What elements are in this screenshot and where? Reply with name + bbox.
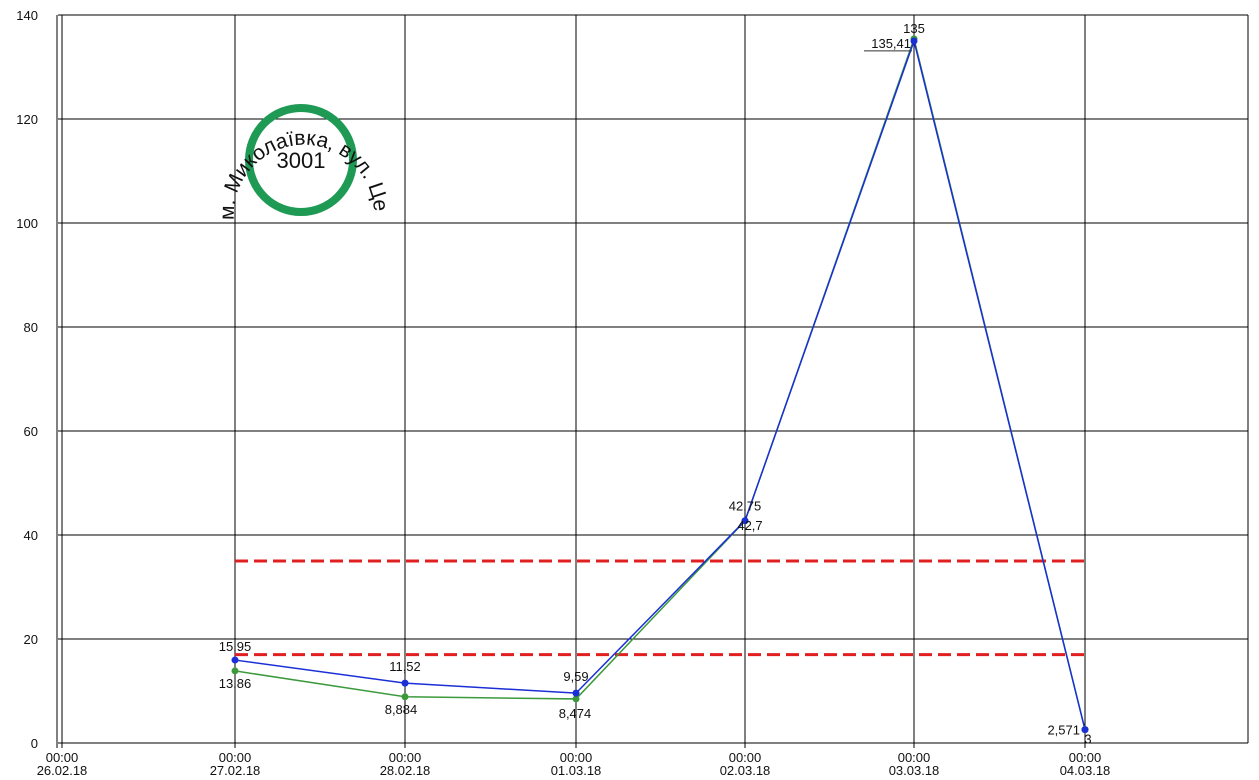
y-tick-label: 20 [24,632,38,647]
data-point [572,689,580,697]
data-label: 42,7 [737,518,762,533]
stamp-ring [245,104,357,216]
x-tick-date: 27.02.18 [210,763,261,778]
series-line [234,38,1086,730]
data-label: 11,52 [389,659,421,674]
data-label: 15,95 [219,639,252,654]
x-tick-time: 00:00 [729,750,762,765]
data-label: 8,474 [559,706,592,721]
data-label: 2,571 [1047,723,1080,738]
data-point [231,656,239,664]
y-tick-label: 80 [24,320,38,335]
y-tick-label: 100 [16,216,38,231]
stamp-badge: 3001 м. Миколаївка, вул. Центральна, КП [0,0,392,220]
data-point [741,517,749,525]
data-point [910,37,918,45]
stamp-address-text: м. Миколаївка, вул. Центральна, КП [0,0,392,220]
stamp-address-path: м. Миколаївка, вул. Центральна, КП [0,0,392,220]
x-tick-date: 02.03.18 [720,763,771,778]
x-tick-time: 00:00 [46,750,79,765]
data-label: 42,75 [729,499,762,514]
axis-ticks: 02040608010012014000:0026.02.1800:0027.0… [16,8,1110,778]
data-label: 8,884 [385,702,418,717]
data-label: 3 [1084,732,1091,747]
stamp-number: 3001 [277,148,326,173]
x-tick-time: 00:00 [219,750,252,765]
y-tick-label: 120 [16,112,38,127]
data-label: 135 [903,21,925,36]
data-point [231,667,239,675]
data-point [572,695,580,703]
x-tick-time: 00:00 [898,750,931,765]
series-line [234,36,1086,730]
data-label: 135,41 [871,36,911,51]
x-tick-date: 04.03.18 [1060,763,1111,778]
y-tick-label: 0 [31,736,38,751]
threshold-lines [235,559,1085,657]
x-tick-time: 00:00 [560,750,593,765]
data-labels: 15,95 11,52 9,59 42,75 135 2,571 13,86 8,884 8,4… [219,21,1092,747]
y-tick-label: 60 [24,424,38,439]
x-tick-date: 01.03.18 [551,763,602,778]
y-tick-label: 40 [24,528,38,543]
chart-series [231,35,1089,734]
data-point [1081,726,1089,734]
x-tick-date: 26.02.18 [37,763,88,778]
data-point [401,679,409,687]
data-label: 9,59 [563,669,588,684]
x-tick-date: 03.03.18 [889,763,940,778]
chart-grid [56,14,1249,748]
x-tick-time: 00:00 [389,750,422,765]
x-tick-date: 28.02.18 [380,763,431,778]
x-tick-time: 00:00 [1069,750,1102,765]
data-label: 13,86 [219,676,252,691]
data-point [401,693,409,701]
y-tick-label: 140 [16,8,38,23]
